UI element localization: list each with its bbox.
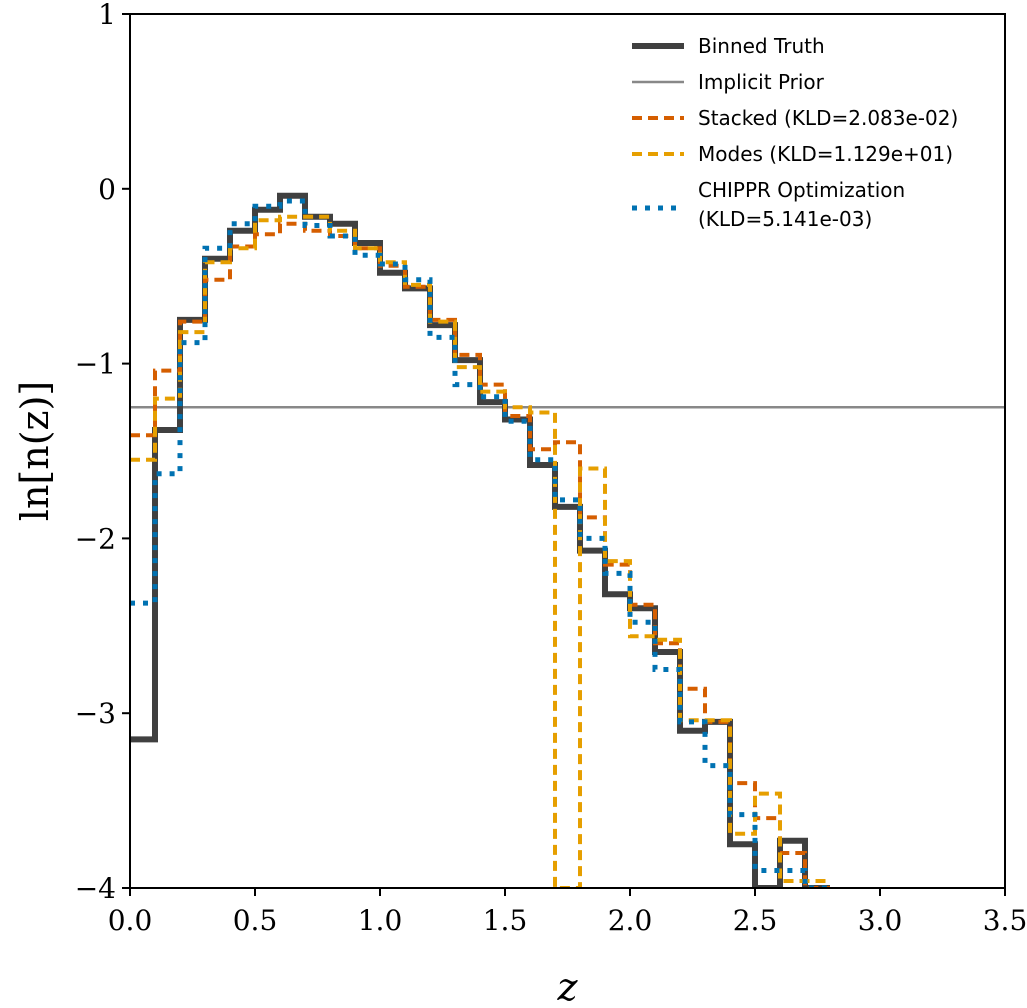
legend-label: Binned Truth <box>698 34 825 58</box>
x-tick-label: 2.5 <box>733 904 778 937</box>
series-line <box>130 198 830 888</box>
x-tick-label: 1.5 <box>483 904 528 937</box>
x-tick-label: 3.0 <box>858 904 903 937</box>
x-tick-label: 2.0 <box>608 904 653 937</box>
y-axis: 1 0 −1 −2 −3 −4 <box>75 0 130 905</box>
x-tick-label: 1.0 <box>358 904 403 937</box>
plot-area <box>130 192 1005 888</box>
y-tick-label: −3 <box>75 697 116 730</box>
series-line <box>130 221 830 888</box>
legend-label: (KLD=5.141e-03) <box>698 207 872 231</box>
x-axis-label: z <box>556 965 578 1008</box>
legend-label: Stacked (KLD=2.083e-02) <box>698 106 958 130</box>
y-tick-label: −2 <box>75 522 116 555</box>
x-tick-label: 3.5 <box>983 904 1027 937</box>
series-line <box>130 214 830 888</box>
x-axis: 0.0 0.5 1.0 1.5 2.0 2.5 3.0 3.5 <box>108 888 1027 937</box>
legend-label: Implicit Prior <box>698 70 825 94</box>
legend-item: Implicit Prior <box>632 70 825 94</box>
legend-label: Modes (KLD=1.129e+01) <box>698 142 953 166</box>
y-tick-label: −4 <box>75 872 116 905</box>
legend-item: Binned Truth <box>632 34 825 58</box>
x-tick-label: 0.0 <box>108 904 153 937</box>
y-axis-label: ln[n(z)] <box>13 381 57 521</box>
legend-item: CHIPPR Optimization (KLD=5.141e-03) <box>632 178 905 231</box>
legend-item: Stacked (KLD=2.083e-02) <box>632 106 958 130</box>
series-line <box>130 192 830 888</box>
y-tick-label: 1 <box>98 0 116 31</box>
legend-label: CHIPPR Optimization <box>698 178 905 202</box>
y-tick-label: −1 <box>75 348 116 381</box>
legend-item: Modes (KLD=1.129e+01) <box>632 142 953 166</box>
legend: Binned Truth Implicit Prior Stacked (KLD=2… <box>632 34 958 231</box>
y-tick-label: 0 <box>98 173 116 206</box>
axes-frame <box>129 13 1006 889</box>
x-tick-label: 0.5 <box>233 904 278 937</box>
